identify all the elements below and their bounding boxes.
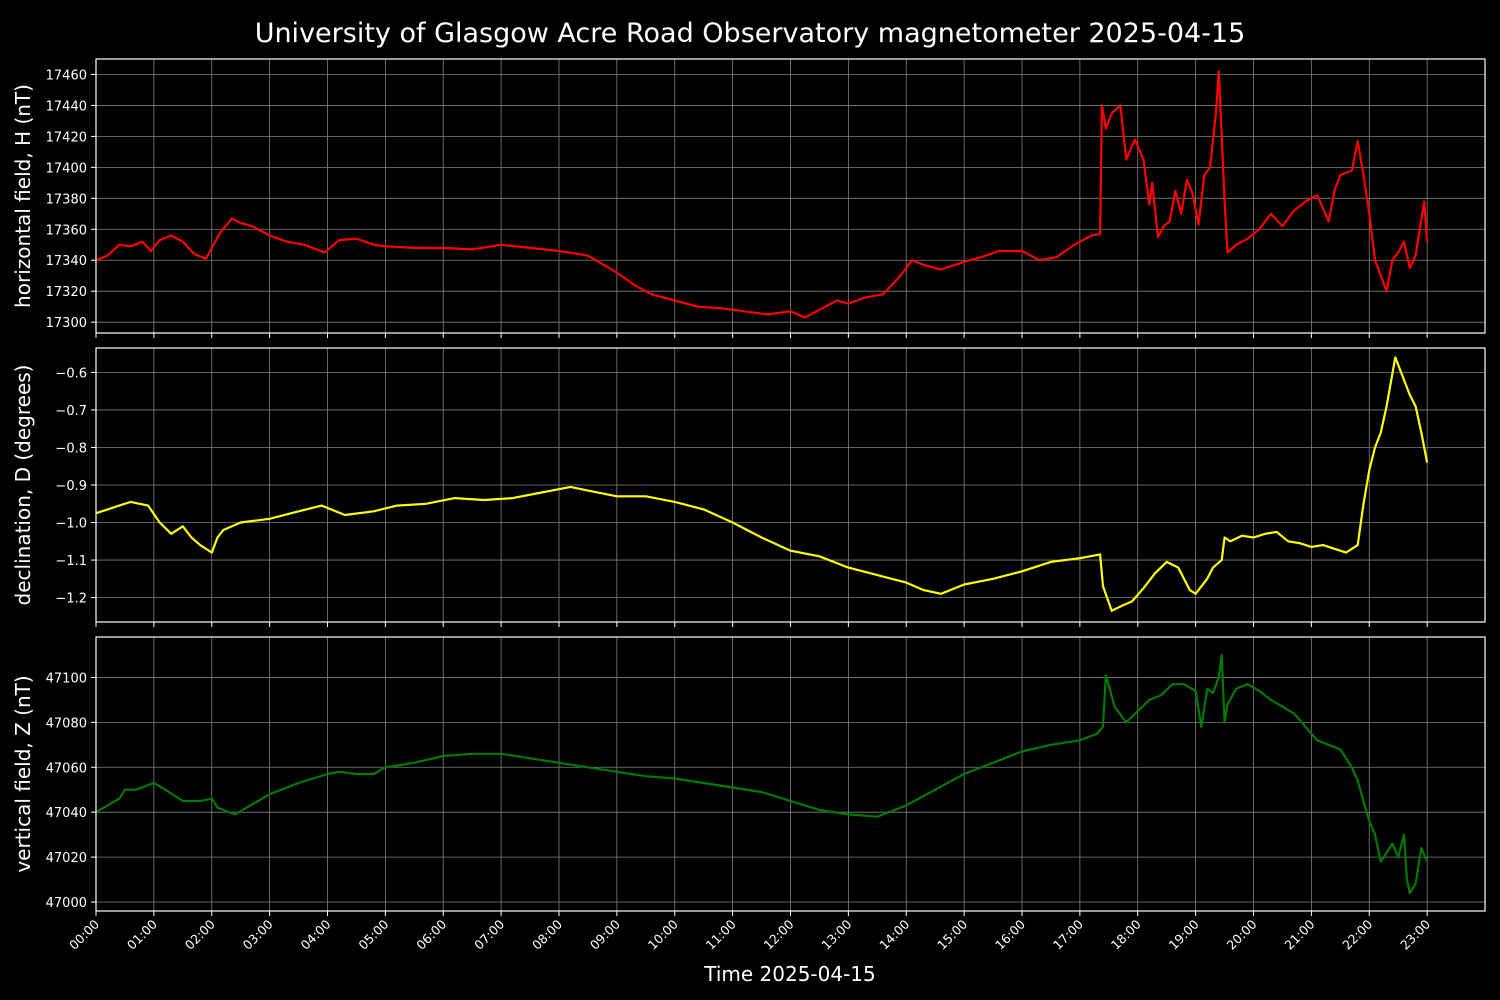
y-tick-label: −1.1: [55, 554, 87, 569]
y-tick-label: 17380: [46, 192, 87, 207]
vertical-field-series-line: [95, 653, 1429, 895]
y-tick-label: 47020: [46, 851, 87, 866]
y-tick-label: 17460: [46, 68, 87, 83]
y-tick-label: 17340: [46, 254, 87, 269]
y-tick-label: 47040: [46, 806, 87, 821]
y-tick-label: 17400: [46, 161, 87, 176]
y-tick-label: 17320: [46, 285, 87, 300]
declination-panel: −1.2 −1.1 −1.0 −0.9 −0.8 −0.7 −0.6 declination,…: [11, 347, 1486, 627]
y-tick-label: 17300: [46, 316, 87, 331]
y-tick-label: −0.8: [55, 441, 87, 456]
vertical-field-y-label: vertical field, Z (nT): [11, 675, 35, 872]
y-tick-label: 47080: [46, 716, 87, 731]
vertical-field-axes-frame: [95, 636, 1486, 912]
x-axis-label: Time 2025-04-15: [703, 962, 876, 986]
y-tick-label: 47060: [46, 761, 87, 776]
y-tick-label: −0.7: [55, 404, 87, 419]
horizontal-field-panel: 17300 17320 17340 17360 17380 17400 17420 17440…: [11, 58, 1486, 338]
y-tick-label: 47100: [46, 671, 87, 686]
y-tick-label: 17360: [46, 223, 87, 238]
y-tick-label: 17420: [46, 130, 87, 145]
y-tick-label: −1.2: [55, 592, 87, 607]
panels: 17300 17320 17340 17360 17380 17400 17420 17440…: [11, 58, 1486, 953]
vertical-field-panel: 47000 47020 47040 47060 47080 47100 vertical f…: [11, 636, 1486, 916]
horizontal-field-series-line: [95, 70, 1429, 319]
horizontal-field-axes-frame: [95, 58, 1486, 334]
y-tick-label: −0.9: [55, 479, 87, 494]
declination-y-label: declination, D (degrees): [11, 365, 35, 606]
horizontal-field-y-label: horizontal field, H (nT): [11, 84, 35, 308]
declination-axes-frame: [95, 347, 1486, 623]
chart-title: University of Glasgow Acre Road Observat…: [255, 18, 1246, 49]
y-tick-label: 47000: [46, 896, 87, 911]
y-tick-label: 17440: [46, 99, 87, 114]
y-tick-label: −1.0: [55, 517, 87, 532]
y-tick-label: −0.6: [55, 366, 87, 381]
declination-series-line: [95, 356, 1429, 612]
